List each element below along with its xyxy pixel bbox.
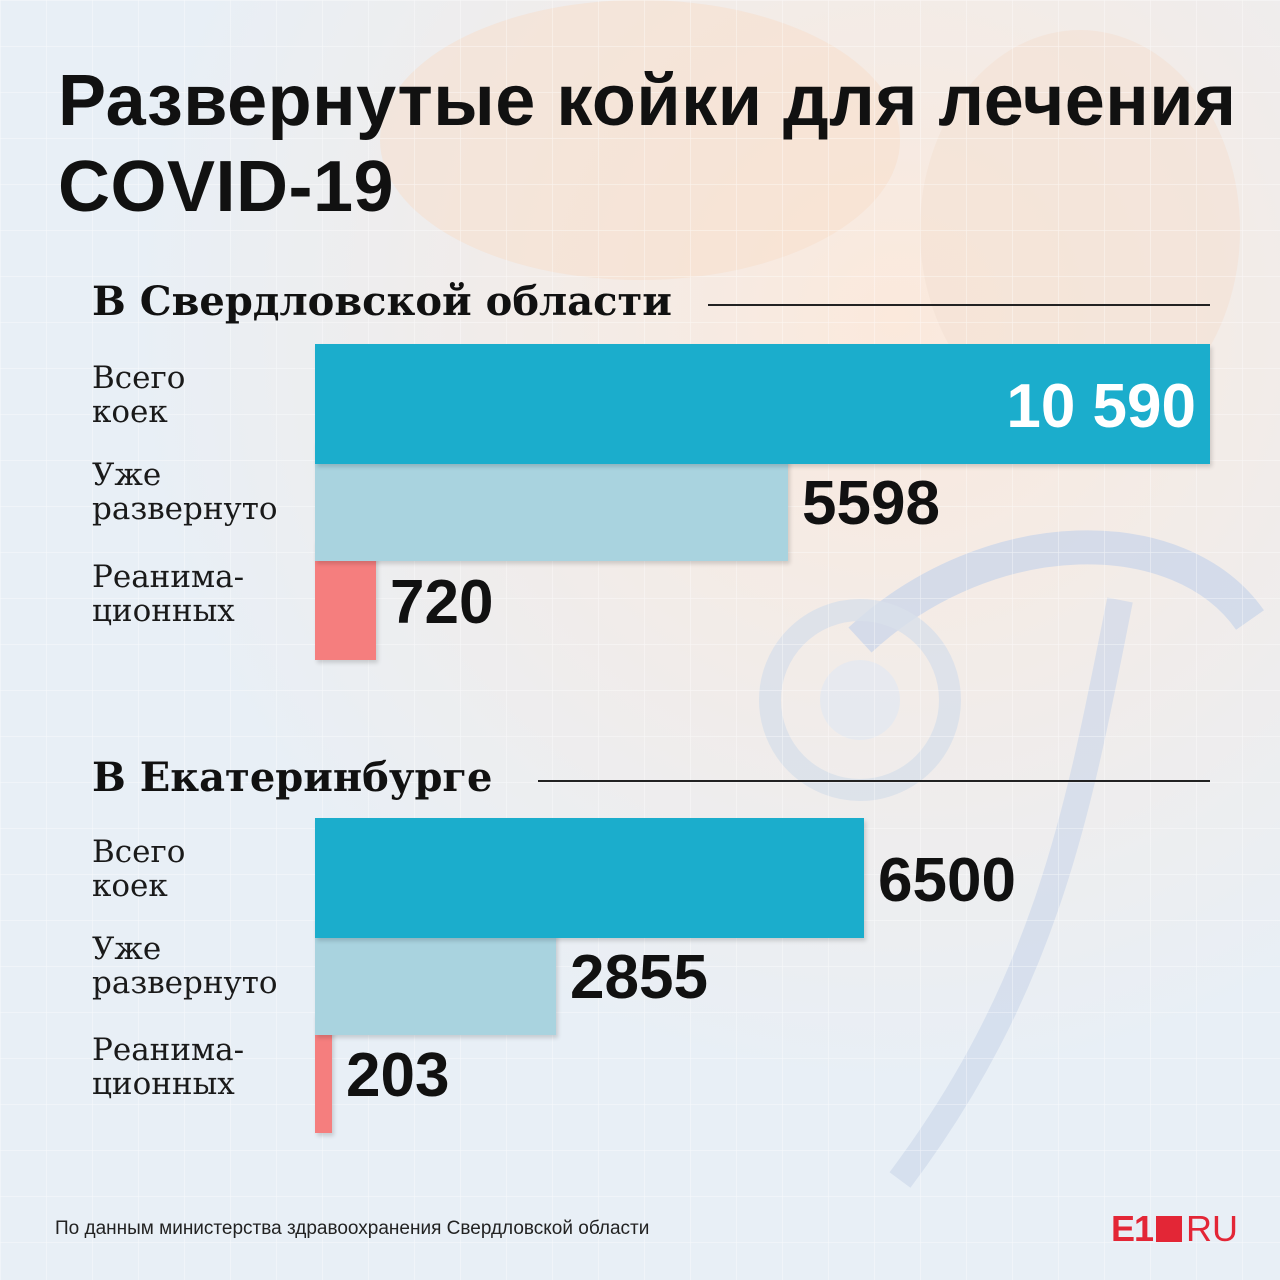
category-label: Реанима- ционных (92, 1032, 245, 1102)
e1-logo: E1 RU (1111, 1208, 1238, 1250)
value-label: 720 (390, 568, 494, 637)
section-rule-1 (708, 304, 1210, 306)
value-label: 10 590 (1006, 372, 1196, 441)
bar (315, 344, 1210, 464)
chart-title-2: В Екатеринбурге (92, 754, 493, 801)
chart-title-1: В Свердловской области (92, 278, 672, 325)
value-label: 5598 (802, 469, 940, 538)
logo-square-icon (1156, 1216, 1182, 1242)
bar (315, 1013, 332, 1133)
logo-e1-text: E1 (1110, 1208, 1154, 1249)
section-rule-2 (538, 780, 1210, 782)
logo-ru-text: RU (1186, 1208, 1238, 1249)
category-label: Всего коек (92, 360, 186, 430)
category-label: Уже развернуто (92, 931, 278, 1001)
category-label: Всего коек (92, 834, 186, 904)
category-label: Уже развернуто (92, 457, 278, 527)
value-label: 203 (346, 1041, 450, 1110)
value-label: 6500 (878, 846, 1016, 915)
category-label: Реанима- ционных (92, 559, 245, 629)
page-title: Развернутые койки для лечения COVID-19 (58, 61, 1237, 227)
source-note: По данным министерства здравоохранения С… (55, 1218, 650, 1239)
value-label: 2855 (570, 943, 708, 1012)
bar (315, 818, 864, 938)
